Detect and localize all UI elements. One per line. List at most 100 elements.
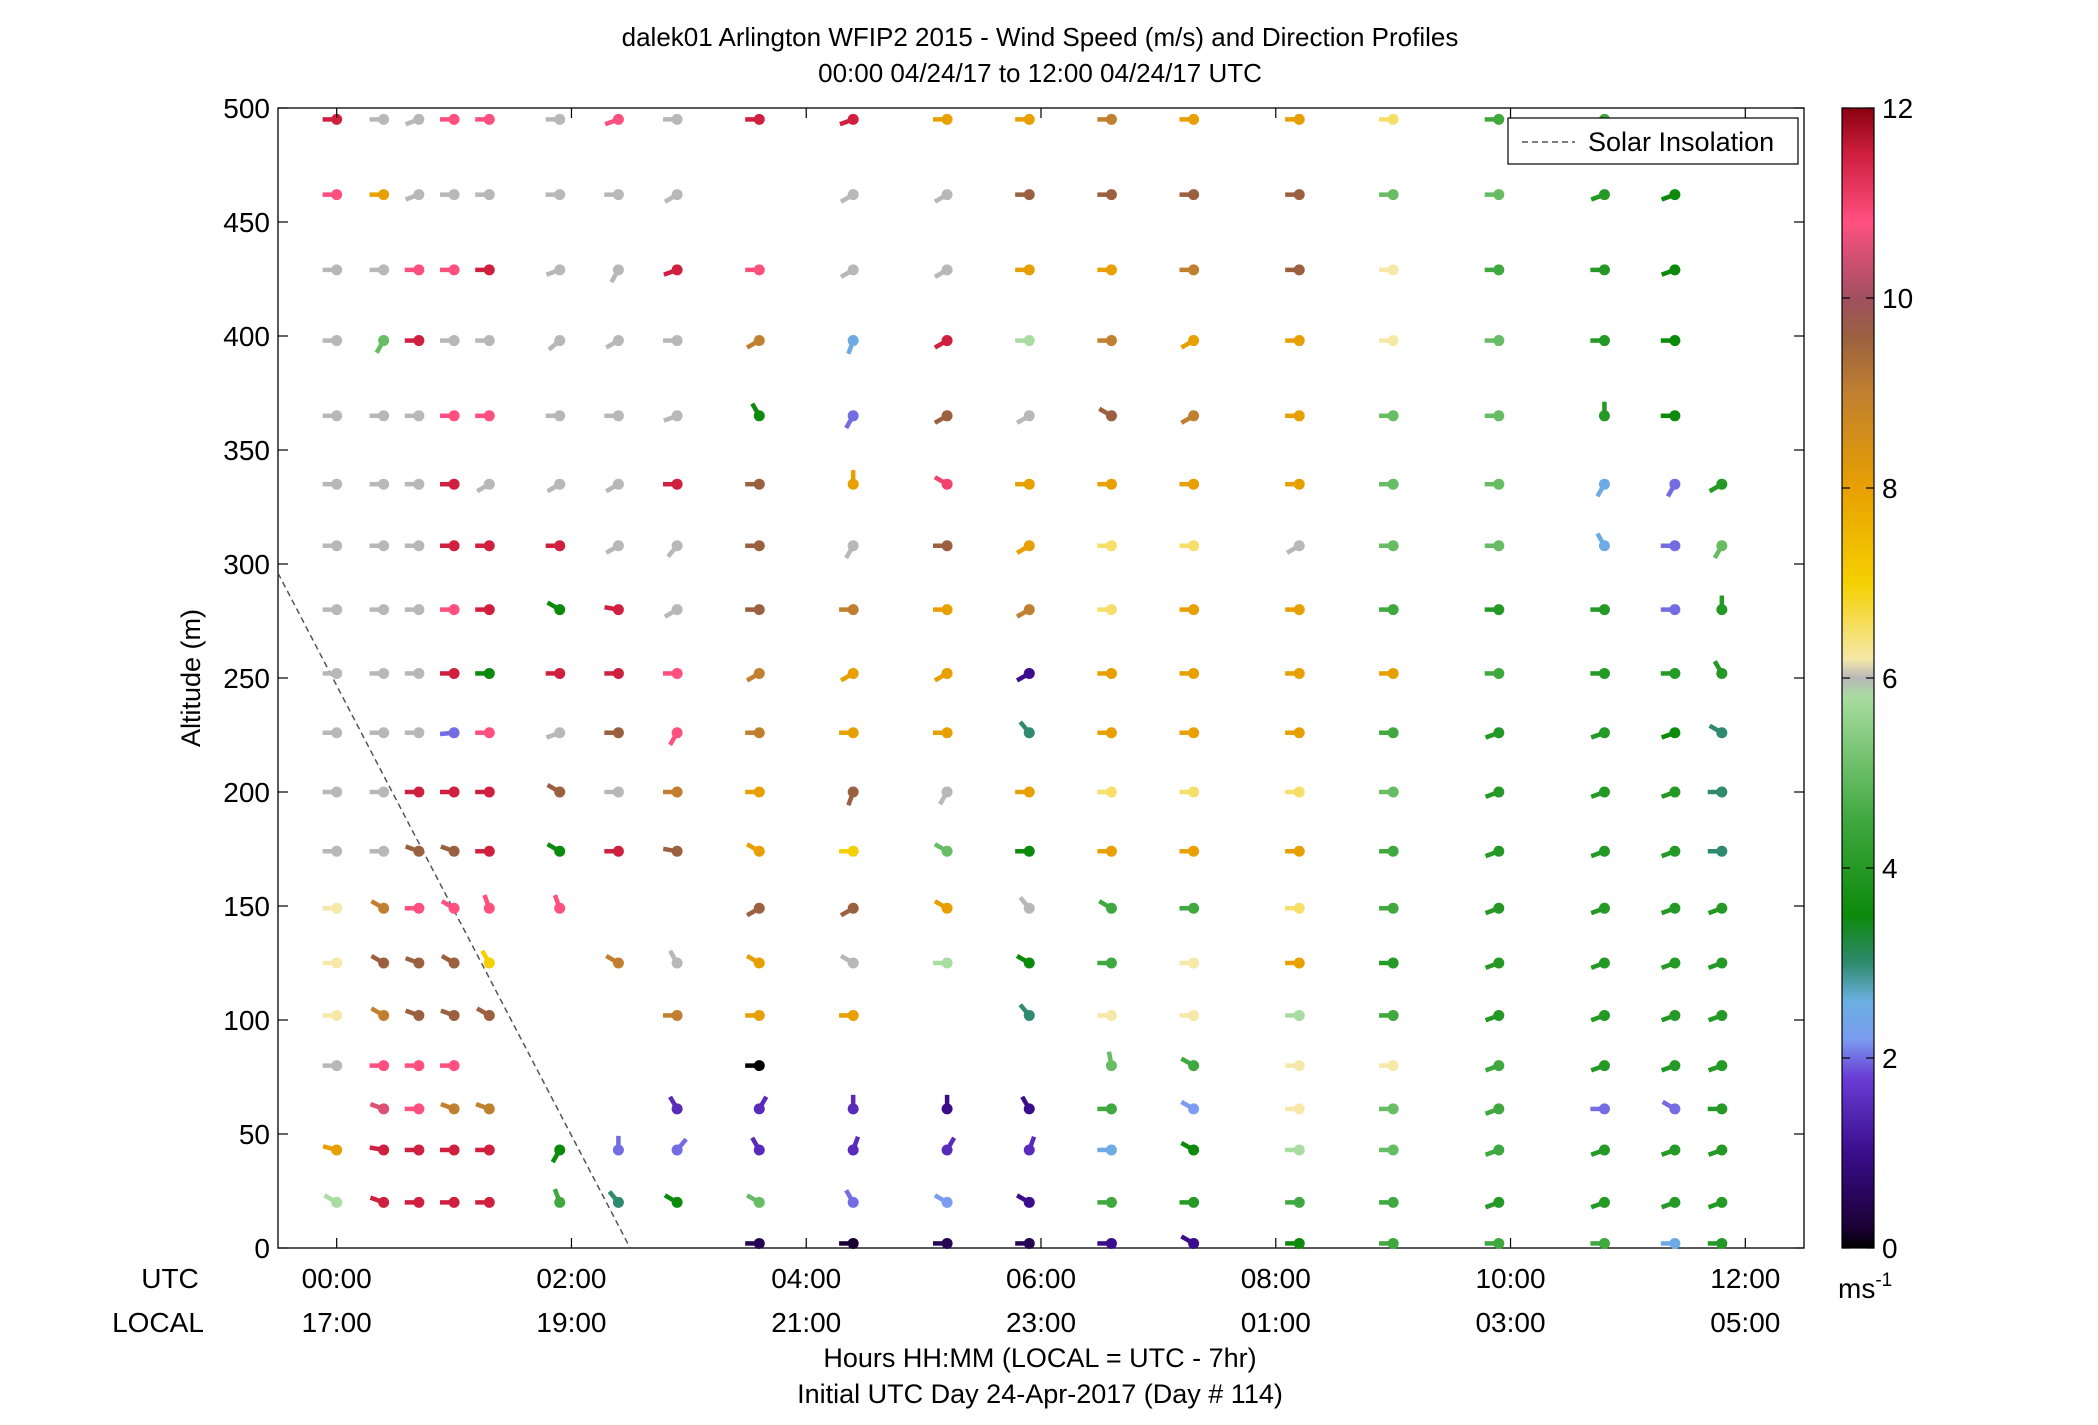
wind-barb <box>1285 540 1305 555</box>
wind-barb-dot <box>378 335 390 347</box>
wind-barb <box>439 1060 460 1072</box>
wind-barb-dot <box>1105 478 1117 490</box>
wind-barb <box>322 410 343 422</box>
wind-barb-dot <box>612 540 624 552</box>
wind-barb <box>545 264 566 277</box>
wind-barb <box>1590 604 1610 616</box>
colorbar-tick-label: 6 <box>1882 663 1898 694</box>
wind-barb-dot <box>1598 604 1610 616</box>
wind-barb-dot <box>1387 1144 1399 1156</box>
wind-barb <box>1707 957 1728 970</box>
wind-barb-dot <box>941 335 953 347</box>
wind-barb <box>404 1103 425 1115</box>
wind-barb-dot <box>1598 957 1610 969</box>
wind-barb <box>1285 902 1305 914</box>
wind-barb <box>369 786 390 798</box>
wind-barb-dot <box>483 786 495 798</box>
wind-barb-dot <box>1188 1196 1200 1208</box>
wind-barb-dot <box>847 845 859 857</box>
wind-barb-dot <box>331 845 343 857</box>
colorbar-tick-label: 12 <box>1882 93 1913 124</box>
wind-barb-dot <box>378 902 390 914</box>
wind-barb-dot <box>1669 1009 1681 1021</box>
wind-barb <box>1015 1193 1035 1208</box>
wind-barb <box>322 786 343 798</box>
wind-barb <box>604 604 624 616</box>
wind-barb-dot <box>331 1009 343 1021</box>
wind-barb-dot <box>1598 1237 1610 1249</box>
wind-barb <box>745 842 765 857</box>
colorbar-unit-base: ms <box>1838 1273 1875 1304</box>
wind-barb <box>404 478 425 490</box>
wind-barb <box>1097 1144 1117 1156</box>
wind-barb-dot <box>554 845 566 857</box>
wind-barb <box>1590 1196 1610 1210</box>
wind-barb <box>545 113 566 125</box>
wind-barb-dot <box>1023 845 1035 857</box>
wind-barb <box>604 786 624 798</box>
wind-barb <box>1484 786 1505 799</box>
wind-barb <box>475 264 495 276</box>
wind-barb-dot <box>1598 335 1610 347</box>
wind-barb <box>1379 1060 1399 1072</box>
wind-barb-dot <box>671 189 683 201</box>
wind-barb-dot <box>753 727 765 739</box>
wind-barb-dot <box>847 786 859 798</box>
wind-barb <box>846 335 859 355</box>
wind-barb <box>671 1137 688 1156</box>
wind-barb <box>605 540 624 555</box>
wind-barb <box>839 113 859 127</box>
wind-barb-dot <box>612 410 624 422</box>
wind-barb <box>369 1060 390 1072</box>
wind-barb-dot <box>554 113 566 125</box>
wind-barb <box>322 540 343 552</box>
wind-barb <box>1379 727 1399 739</box>
wind-barb-dot <box>1598 264 1610 276</box>
wind-barb-dot <box>483 667 495 679</box>
wind-barb <box>1285 113 1305 125</box>
wind-barb-dot <box>753 1144 765 1156</box>
wind-barb <box>1379 845 1399 857</box>
legend: Solar Insolation <box>1507 117 1799 165</box>
wind-barb-dot <box>753 604 765 616</box>
wind-barb <box>933 1237 953 1249</box>
wind-barb <box>1660 1237 1681 1249</box>
x-tick-label-utc: 12:00 <box>1710 1263 1780 1294</box>
wind-barb <box>745 1237 765 1249</box>
wind-barb <box>439 667 460 679</box>
wind-barb-dot <box>1387 189 1399 201</box>
wind-barb-dot <box>378 1196 390 1208</box>
wind-barb <box>933 1193 953 1208</box>
wind-barb-dot <box>448 902 460 914</box>
wind-barb <box>1379 189 1399 201</box>
wind-barb-dot <box>671 113 683 125</box>
wind-barb <box>1015 1237 1035 1249</box>
wind-barb <box>1285 478 1305 490</box>
wind-barb-dot <box>378 1144 390 1156</box>
wind-barb-dot <box>1598 786 1610 798</box>
wind-barb-dot <box>448 113 460 125</box>
wind-barb-dot <box>378 1009 390 1021</box>
wind-barb <box>369 478 390 490</box>
wind-barb-dot <box>1669 264 1681 276</box>
wind-barb-dot <box>448 478 460 490</box>
wind-barb <box>369 540 390 552</box>
wind-barb <box>404 786 425 798</box>
wind-barb <box>847 1094 859 1115</box>
wind-barb <box>846 786 859 807</box>
wind-barb <box>1660 727 1681 740</box>
wind-barb-dot <box>378 478 390 490</box>
wind-barb-dot <box>1598 1196 1610 1208</box>
wind-barb-dot <box>413 113 425 125</box>
wind-barb <box>1015 478 1035 490</box>
wind-barb <box>745 264 765 276</box>
wind-barb-dot <box>753 1103 765 1115</box>
wind-barb <box>475 1101 495 1115</box>
wind-barb-dot <box>378 845 390 857</box>
wind-barb-dot <box>331 264 343 276</box>
wind-barb-dot <box>1023 478 1035 490</box>
wind-barb-dot <box>1598 1103 1610 1115</box>
wind-barb-dot <box>941 957 953 969</box>
wind-barb <box>439 113 460 125</box>
wind-barb-dot <box>847 113 859 125</box>
